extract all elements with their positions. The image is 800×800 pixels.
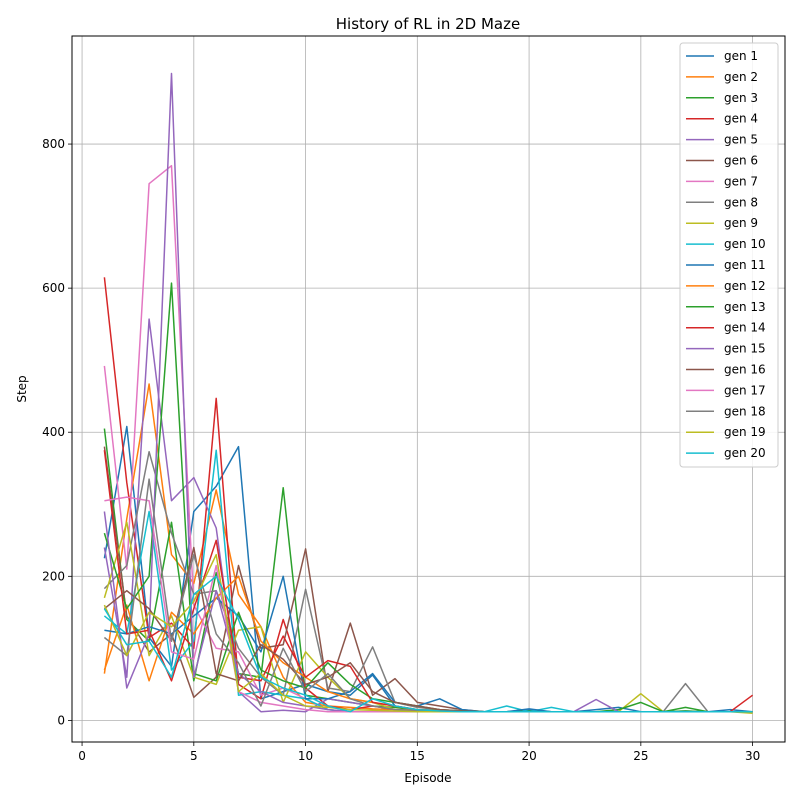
- legend-label: gen 19: [724, 425, 766, 439]
- legend-label: gen 5: [724, 133, 758, 147]
- legend-label: gen 1: [724, 49, 758, 63]
- x-axis-label: Episode: [404, 771, 451, 785]
- legend-label: gen 13: [724, 300, 766, 314]
- x-tick-label: 20: [521, 749, 536, 763]
- y-tick-label: 400: [42, 425, 65, 439]
- legend-label: gen 12: [724, 279, 766, 293]
- plot-frame: [71, 35, 786, 743]
- x-tick-label: 25: [633, 749, 648, 763]
- legend-label: gen 20: [724, 446, 766, 460]
- x-tick-label: 15: [410, 749, 425, 763]
- y-tick-label: 800: [42, 137, 65, 151]
- legend-label: gen 18: [724, 404, 766, 418]
- legend-label: gen 6: [724, 154, 758, 168]
- legend-label: gen 8: [724, 195, 758, 209]
- x-axis-ticks: 0 5 10 15 20 25 30: [78, 742, 760, 763]
- y-tick-label: 600: [42, 281, 65, 295]
- legend-label: gen 14: [724, 321, 766, 335]
- y-tick-label: 0: [57, 713, 65, 727]
- x-tick-label: 0: [78, 749, 86, 763]
- x-tick-label: 10: [298, 749, 313, 763]
- legend-label: gen 3: [724, 91, 758, 105]
- legend-label: gen 17: [724, 383, 766, 397]
- legend-label: gen 2: [724, 70, 758, 84]
- series-lines: [103, 72, 754, 714]
- y-axis-ticks: 0 200 400 600 800: [42, 137, 72, 727]
- y-tick-label: 200: [42, 569, 65, 583]
- legend-label: gen 7: [724, 174, 758, 188]
- chart-title: History of RL in 2D Maze: [336, 15, 520, 33]
- legend-label: gen 15: [724, 342, 766, 356]
- legend-label: gen 10: [724, 237, 766, 251]
- legend-label: gen 11: [724, 258, 766, 272]
- y-axis-label: Step: [15, 375, 29, 402]
- x-tick-label: 30: [745, 749, 760, 763]
- legend-label: gen 4: [724, 112, 758, 126]
- legend-label: gen 16: [724, 363, 766, 377]
- series-line-gen-20: [103, 575, 753, 713]
- grid: [72, 36, 785, 742]
- legend-label: gen 9: [724, 216, 758, 230]
- x-tick-label: 5: [190, 749, 198, 763]
- legend-box: [679, 42, 779, 468]
- legend: gen 1 gen 2 gen 3 gen 4 gen 5 gen 6 gen 7 gen 8…: [679, 42, 779, 468]
